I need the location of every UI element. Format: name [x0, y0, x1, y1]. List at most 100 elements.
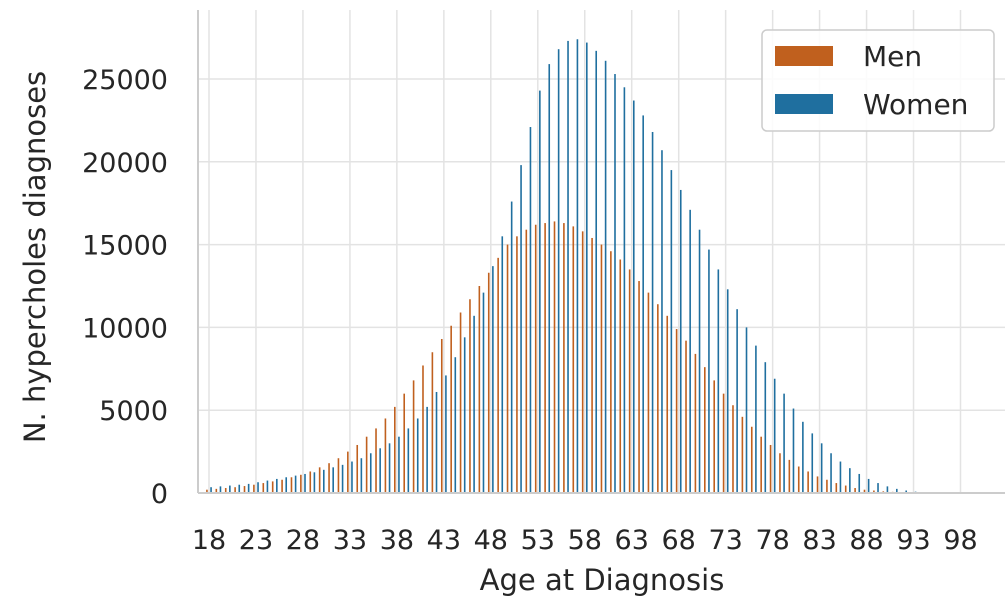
bar-men-62 — [619, 259, 622, 493]
bar-women-70 — [698, 229, 701, 494]
x-tick-label: 23 — [239, 525, 273, 556]
x-tick-label: 43 — [427, 525, 461, 556]
bar-women-77 — [764, 362, 767, 493]
bar-women-18 — [210, 487, 212, 493]
bar-men-24 — [262, 483, 265, 493]
bar-women-45 — [463, 337, 466, 493]
bar-women-43 — [445, 375, 447, 493]
x-tick-labels: 18 23 28 33 38 43 48 53 58 63 68 73 78 83 88 93 98 — [192, 525, 978, 556]
x-tick-label: 93 — [896, 525, 930, 556]
bar-men-87 — [854, 488, 856, 493]
bar-women-64 — [642, 115, 644, 493]
bar-women-76 — [755, 345, 757, 493]
bar-men-35 — [365, 436, 368, 493]
bar-women-26 — [285, 477, 288, 493]
y-tick-label: 5000 — [99, 396, 168, 427]
legend-swatch-men — [775, 46, 833, 66]
bar-men-82 — [807, 471, 809, 493]
bar-men-51 — [516, 236, 518, 493]
bar-women-58 — [586, 42, 588, 494]
bar-men-25 — [271, 481, 274, 493]
bar-women-71 — [708, 249, 710, 493]
bar-men-48 — [487, 272, 490, 493]
bar-men-21 — [234, 487, 236, 493]
series-men — [206, 221, 950, 494]
bar-men-54 — [544, 223, 546, 493]
bar-women-79 — [783, 393, 785, 493]
bar-women-28 — [304, 473, 306, 493]
bar-men-30 — [318, 467, 321, 493]
bar-women-86 — [849, 468, 851, 493]
bar-men-50 — [506, 244, 509, 493]
bar-men-47 — [478, 286, 481, 493]
bar-men-63 — [628, 269, 631, 493]
y-tick-labels: 0 5000 10000 15000 20000 25000 — [82, 65, 168, 510]
bar-women-82 — [811, 433, 814, 493]
x-tick-label: 28 — [286, 525, 320, 556]
bar-women-69 — [689, 209, 691, 493]
bar-women-60 — [604, 60, 607, 494]
bar-women-87 — [858, 473, 861, 493]
bar-men-26 — [281, 479, 283, 493]
bar-men-57 — [572, 226, 575, 493]
bar-women-38 — [398, 436, 400, 493]
bar-men-76 — [750, 426, 753, 493]
bar-men-72 — [713, 380, 715, 493]
bar-men-75 — [741, 416, 744, 493]
y-tick-label: 0 — [151, 479, 168, 510]
y-axis-label: N. hypercholes diagnoses — [18, 71, 52, 443]
x-tick-label: 18 — [192, 525, 226, 556]
bar-women-24 — [266, 480, 269, 493]
bar-men-67 — [666, 315, 669, 493]
bar-men-33 — [347, 451, 349, 493]
bar-women-46 — [473, 315, 475, 493]
bar-women-91 — [896, 488, 898, 493]
bar-men-20 — [224, 488, 227, 493]
bar-women-23 — [257, 482, 259, 493]
bar-women-32 — [341, 464, 344, 493]
bar-women-30 — [322, 469, 325, 493]
bar-women-83 — [820, 443, 823, 493]
y-tick-label: 25000 — [82, 65, 168, 96]
bar-women-20 — [229, 485, 231, 493]
bar-men-46 — [469, 299, 471, 493]
bar-women-56 — [567, 40, 569, 494]
bar-women-68 — [679, 189, 682, 493]
bar-men-89 — [873, 490, 875, 493]
bar-women-92 — [905, 490, 908, 493]
bar-women-90 — [886, 486, 889, 493]
bar-women-81 — [802, 421, 804, 493]
bar-men-34 — [356, 444, 359, 493]
bar-men-28 — [300, 474, 302, 493]
bar-women-84 — [830, 453, 832, 493]
legend-swatch-women — [775, 94, 833, 114]
bar-women-52 — [529, 127, 532, 494]
bar-women-25 — [276, 478, 278, 493]
bar-men-32 — [337, 458, 340, 493]
bar-women-57 — [576, 39, 579, 493]
bar-women-34 — [360, 458, 363, 493]
series-women — [210, 39, 954, 494]
bar-men-49 — [497, 257, 499, 493]
bar-men-61 — [610, 251, 612, 493]
x-tick-label: 68 — [662, 525, 696, 556]
x-tick-label: 53 — [521, 525, 555, 556]
legend-label-men: Men — [863, 40, 922, 73]
bar-men-55 — [553, 221, 556, 493]
y-tick-label: 10000 — [82, 313, 168, 344]
bar-men-69 — [685, 340, 687, 493]
legend-label-women: Women — [863, 88, 968, 121]
bar-women-67 — [670, 170, 673, 493]
bar-women-44 — [454, 357, 457, 493]
y-tick-label: 15000 — [82, 231, 168, 262]
bar-men-66 — [657, 304, 659, 493]
bar-women-48 — [492, 266, 494, 493]
bar-women-73 — [726, 289, 729, 493]
bar-women-63 — [632, 100, 635, 493]
bar-women-22 — [247, 483, 250, 493]
bar-men-45 — [459, 312, 462, 493]
bar-men-86 — [844, 485, 847, 493]
x-tick-label: 78 — [755, 525, 789, 556]
x-tick-label: 33 — [333, 525, 367, 556]
